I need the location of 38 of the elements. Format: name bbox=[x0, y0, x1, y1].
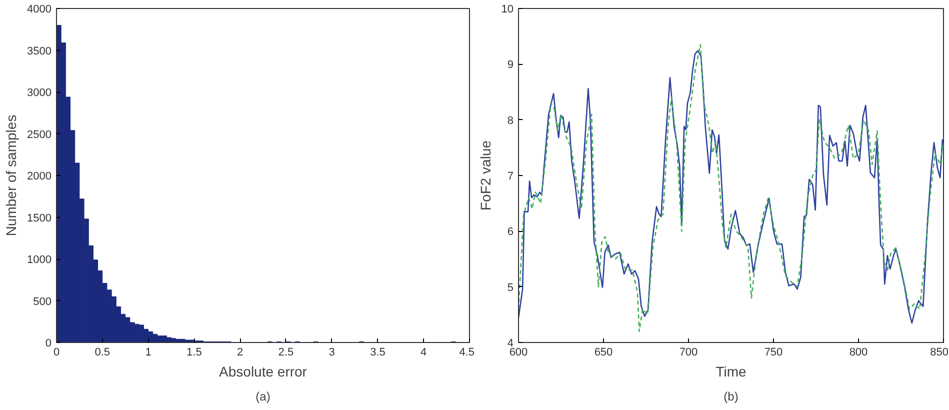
x-tick-label: 3.5 bbox=[370, 346, 386, 358]
x-tick-label: 750 bbox=[764, 346, 783, 358]
y-tick-label: 2500 bbox=[27, 128, 52, 141]
x-tick-label: 650 bbox=[594, 346, 613, 358]
x-axis-title: Absolute error bbox=[219, 364, 308, 380]
x-axis-title: Time bbox=[716, 364, 747, 380]
y-tick-label: 3000 bbox=[27, 87, 52, 99]
text: (b) bbox=[724, 390, 738, 404]
x-tick-label: 0.5 bbox=[94, 346, 110, 358]
y-tick-label: 6 bbox=[507, 226, 514, 238]
x-tick-label: 4 bbox=[420, 346, 427, 358]
y-tick-label: 5 bbox=[507, 282, 514, 294]
y-tick-label: 0 bbox=[45, 338, 52, 350]
y-tick-label: 500 bbox=[33, 296, 52, 308]
x-tick-label: 3 bbox=[328, 346, 335, 358]
x-tick-label: 850 bbox=[930, 346, 949, 358]
x-tick-label: 2.5 bbox=[278, 346, 294, 358]
x-tick-label: 2 bbox=[236, 346, 244, 358]
y-axis-title: FoF2 value bbox=[477, 140, 494, 211]
y-tick-label: 10 bbox=[501, 4, 514, 16]
x-tick-label: 600 bbox=[509, 346, 528, 358]
x-tick-label: 1.5 bbox=[186, 346, 202, 358]
text: (a) bbox=[256, 390, 270, 404]
y-tick-label: 4000 bbox=[27, 4, 52, 16]
x-tick-label: 800 bbox=[849, 346, 868, 358]
x-tick-label: 4.5 bbox=[459, 346, 475, 358]
x-tick-label: 700 bbox=[679, 346, 698, 358]
x-tick-label: 1 bbox=[145, 346, 152, 358]
y-tick-label: 8 bbox=[507, 114, 514, 127]
y-tick-label: 3500 bbox=[27, 45, 52, 58]
y-tick-label: 9 bbox=[507, 59, 514, 72]
y-tick-label: 4 bbox=[507, 338, 514, 350]
x-tick-label: 0 bbox=[53, 346, 60, 358]
y-tick-label: 2000 bbox=[27, 170, 52, 182]
y-tick-label: 1500 bbox=[27, 212, 52, 224]
y-tick-label: 1000 bbox=[27, 254, 52, 266]
y-tick-label: 7 bbox=[507, 170, 514, 182]
y-axis-title: Number of samples bbox=[3, 114, 20, 236]
